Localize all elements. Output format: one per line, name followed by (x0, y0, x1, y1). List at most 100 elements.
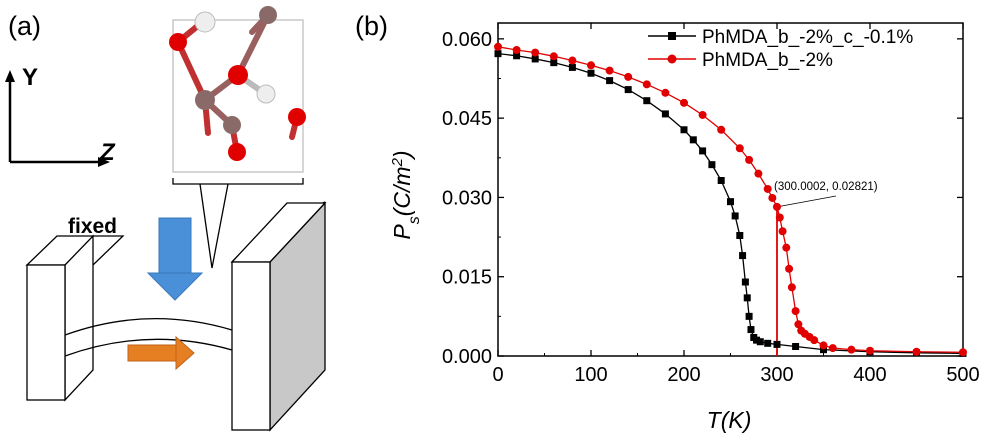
oxygen-atom (169, 33, 187, 51)
motion-arrow-shaft (127, 344, 177, 362)
data-point (782, 243, 791, 252)
data-point (819, 341, 828, 350)
data-point (791, 307, 800, 316)
data-point (727, 198, 734, 206)
y-tick-label: 0.000 (442, 346, 492, 368)
motion-arrow (127, 335, 195, 371)
push-arrow (146, 217, 204, 301)
data-point (745, 312, 753, 320)
data-point (959, 348, 967, 357)
legend-marker (668, 32, 676, 40)
data-point (773, 340, 781, 348)
legend-label: PhMDA_b_-2% (702, 50, 833, 71)
data-point (756, 338, 764, 346)
data-point (680, 98, 688, 107)
legend-label: PhMDA_b_-2%_c_-0.1% (702, 27, 913, 48)
bond (235, 12, 271, 78)
plot-frame (497, 22, 964, 357)
data-point (820, 346, 827, 354)
x-tick-label: 500 (946, 364, 979, 386)
axis-y-label: Y (22, 64, 38, 91)
data-point (661, 88, 670, 97)
data-point (731, 212, 739, 220)
beam-top-edge (64, 318, 233, 336)
data-point (587, 61, 595, 70)
data-point (689, 136, 697, 144)
data-point (624, 86, 632, 94)
x-tick-label: 200 (667, 364, 700, 386)
data-point (531, 48, 540, 57)
data-point (606, 77, 614, 85)
x-tick-label: 100 (574, 364, 607, 386)
data-point (642, 80, 651, 89)
legend: PhMDA_b_-2%_c_-0.1%PhMDA_b_-2% (648, 27, 913, 71)
data-point (605, 66, 614, 75)
point-annotation: (300.0002, 0.02821) (774, 181, 878, 193)
hydrogen-atom (194, 11, 216, 33)
motion-arrow-head (175, 335, 195, 371)
x-tick-label: 300 (760, 364, 793, 386)
data-point (778, 227, 787, 236)
data-point (513, 52, 521, 60)
data-point (698, 110, 707, 119)
coordinate-axes: Y Z (5, 64, 116, 167)
data-point (699, 147, 707, 155)
zoom-bracket (172, 178, 304, 269)
zoom-bracket-line (172, 178, 304, 185)
y-tick-label: 0.045 (442, 108, 492, 130)
panel-b: (b) 0 100 200 300 400 500 0.000 0.015 0.030 0.045… (355, 11, 980, 433)
data-point (792, 342, 800, 350)
left-block-side (64, 234, 94, 402)
annotation-leader (776, 195, 837, 208)
data-point (768, 193, 777, 202)
molecule-structure (169, 6, 306, 173)
data-point (754, 169, 763, 178)
clamp-device (25, 201, 327, 432)
push-arrow-shaft (158, 217, 192, 274)
atoms (169, 6, 306, 161)
y-axis-title-sup: 2 (389, 157, 406, 167)
panel-a: (a) Y Z (5, 6, 327, 432)
x-tick-label: 0 (492, 364, 503, 386)
data-point (549, 52, 558, 61)
data-point (643, 97, 651, 105)
data-point (794, 320, 803, 329)
data-point (624, 72, 633, 81)
right-block-front (231, 261, 271, 431)
data-point (741, 278, 749, 286)
data-point (550, 59, 558, 67)
data-point (587, 69, 595, 77)
data-point (717, 177, 725, 185)
data-point (708, 161, 716, 169)
data-point (568, 56, 577, 65)
x-axis-title: T(K) (707, 407, 752, 433)
oxygen-atom (228, 143, 246, 161)
y-tick-label: 0.015 (442, 267, 492, 289)
data-point (747, 326, 755, 334)
carbon-atom (259, 6, 277, 24)
push-arrow-head (146, 272, 204, 301)
bond (175, 39, 208, 103)
data-point (494, 42, 502, 51)
data-point (912, 347, 921, 356)
hydrogen-atom (256, 84, 276, 104)
y-axis-title-sub: s (406, 216, 423, 224)
data-point (787, 283, 796, 292)
left-block-front (26, 264, 66, 401)
data-point (661, 110, 669, 118)
data-point (828, 344, 837, 353)
data-point (494, 50, 502, 58)
y-axis-title-main: P (389, 224, 415, 240)
data-point (847, 345, 856, 354)
data-point (785, 264, 794, 273)
data-point (531, 55, 539, 63)
data-point (773, 202, 781, 211)
y-tick-label: 0.030 (442, 187, 492, 209)
fixed-label: fixed (68, 215, 117, 238)
data-point (680, 126, 688, 134)
data-point (512, 45, 521, 54)
oxygen-atom (228, 65, 248, 85)
data-point (763, 184, 772, 193)
data-point (775, 213, 784, 222)
